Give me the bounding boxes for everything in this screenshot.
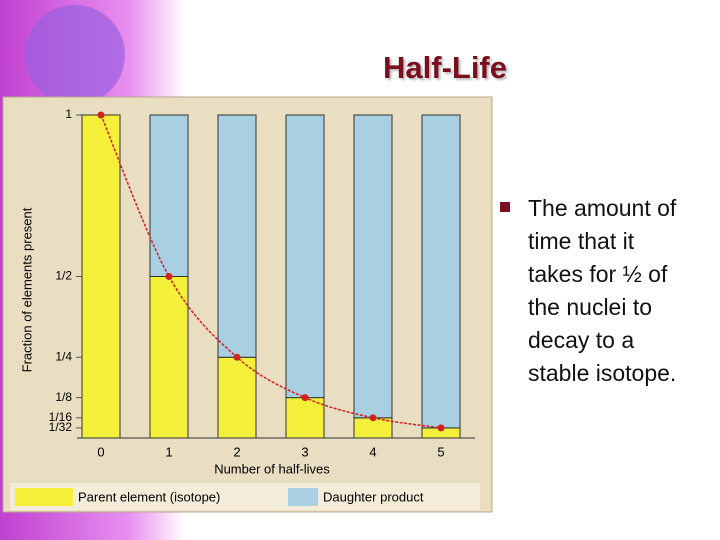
y-tick-label: 1 [65, 107, 72, 121]
decay-point [165, 273, 173, 280]
decay-point [301, 394, 309, 402]
decay-point [233, 353, 241, 361]
legend-label: Parent element (isotope) [78, 489, 220, 504]
legend-label: Daughter product [323, 489, 424, 504]
x-tick-label: 5 [437, 444, 444, 459]
slide-title: Half-Life [383, 50, 507, 85]
legend-swatch [288, 488, 318, 506]
bar-segment [421, 114, 461, 429]
bullet-line: time that it [528, 228, 635, 254]
legend-swatch [15, 488, 73, 506]
y-tick-label: 1/2 [55, 269, 72, 283]
bar-segment [149, 276, 189, 439]
bullet-line: The amount of [528, 195, 677, 221]
x-axis-label: Number of half-lives [214, 461, 330, 476]
bar-segment [81, 114, 121, 439]
y-tick-label: 1/32 [49, 420, 73, 434]
bar-segment [285, 114, 325, 399]
x-tick-label: 0 [97, 444, 104, 459]
y-tick-label: 1/16 [49, 410, 73, 424]
bullet-line: decay to a [528, 327, 634, 353]
bullet-line: takes for ½ of [528, 261, 668, 287]
x-tick-label: 4 [369, 444, 376, 459]
x-tick-label: 1 [165, 444, 172, 459]
legend-band [10, 483, 480, 510]
bar-segment [353, 114, 393, 419]
y-tick-label: 1/8 [55, 390, 72, 404]
bullet-line: stable isotope. [528, 360, 676, 386]
bar-segment [285, 397, 325, 439]
bullet-line: the nuclei to [528, 294, 652, 320]
decay-point [437, 424, 445, 432]
decay-point [369, 414, 377, 422]
y-axis-label: Fraction of elements present [19, 207, 34, 372]
x-tick-label: 2 [233, 444, 240, 459]
x-tick-label: 3 [301, 444, 308, 459]
bar-segment [149, 114, 189, 277]
bar-segment [217, 114, 257, 358]
clock-decoration [25, 5, 125, 105]
decay-point [97, 111, 105, 119]
y-tick-label: 1/4 [55, 349, 72, 363]
bullet-text: The amount of time that it takes for ½ of t… [528, 195, 677, 386]
bar-segment [217, 356, 257, 439]
bullet-marker [500, 202, 510, 212]
